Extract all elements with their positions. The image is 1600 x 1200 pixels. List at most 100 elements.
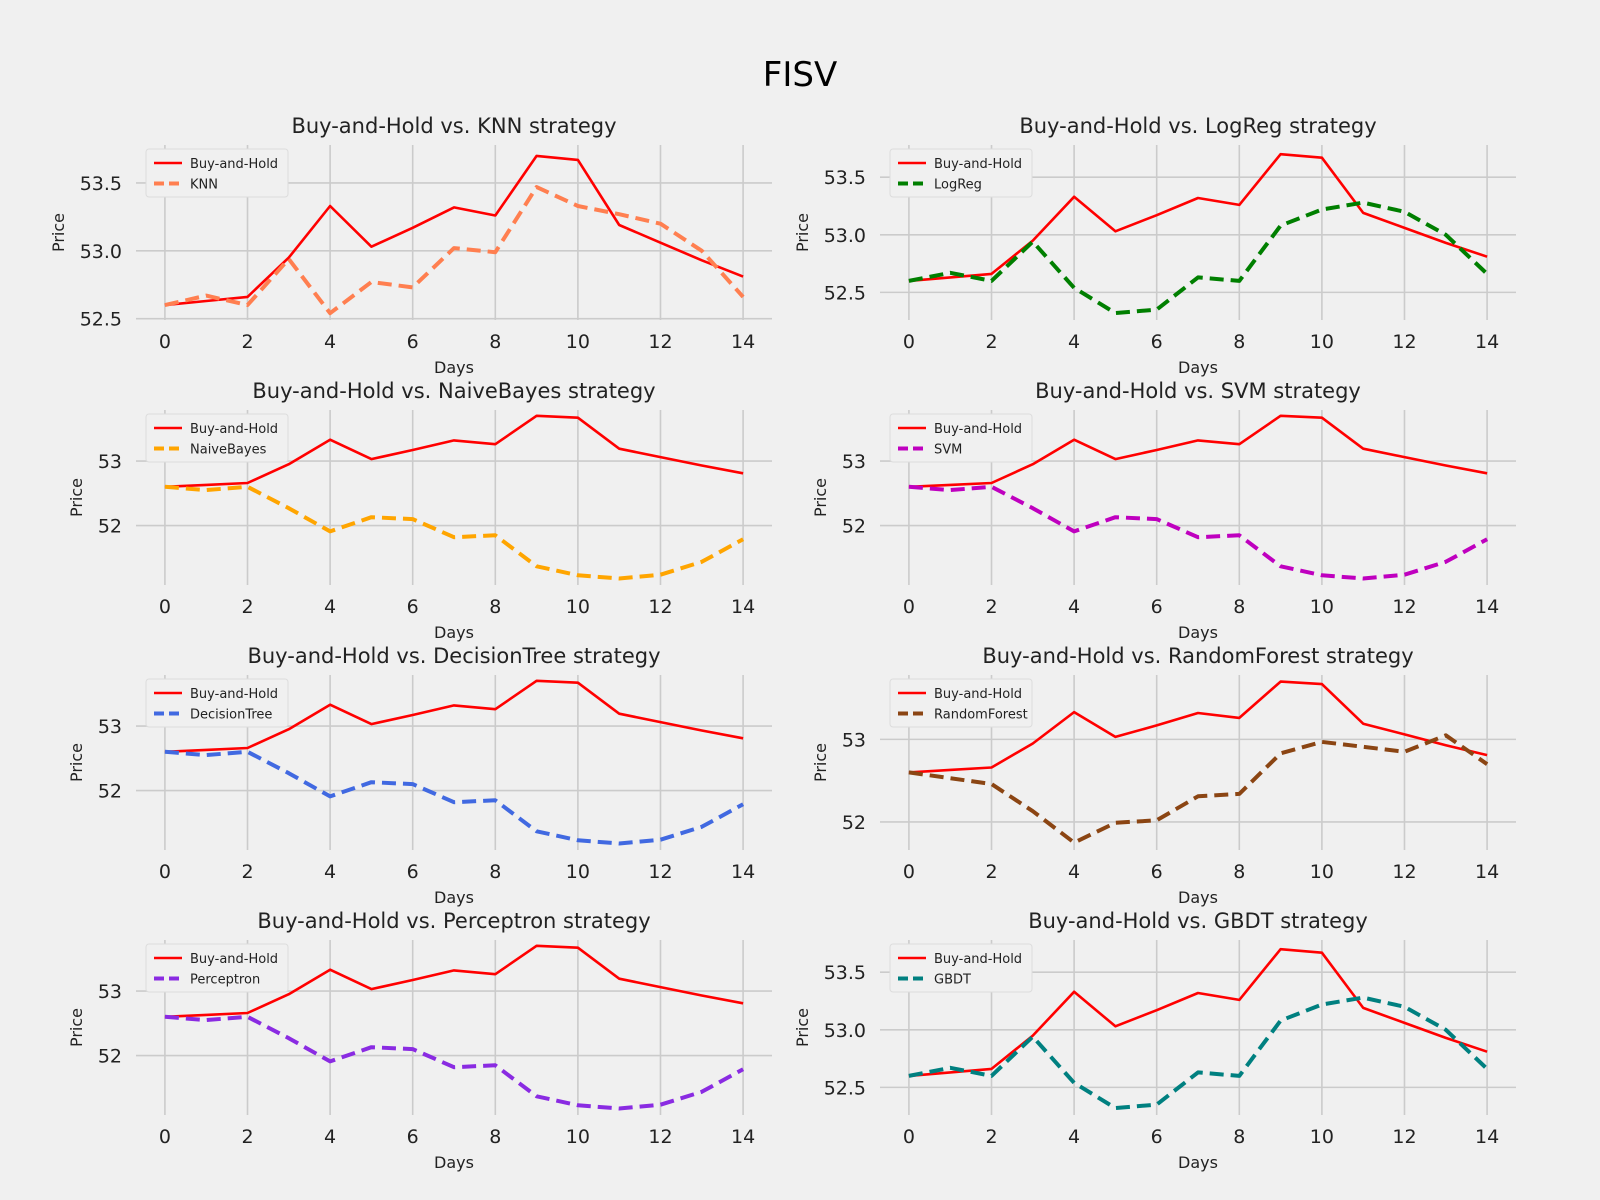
x-tick-label: 8	[489, 596, 501, 618]
x-tick-label: 14	[731, 331, 755, 353]
legend-box	[145, 413, 289, 463]
y-tick-label: 53	[98, 451, 122, 473]
series-line-svm	[908, 484, 1489, 581]
subplot-title: Buy-and-Hold vs. GBDT strategy	[1028, 909, 1368, 933]
legend: Buy-and-Hold GBDT	[889, 943, 1033, 993]
legend-label: RandomForest	[934, 708, 1028, 723]
x-tick-label: 14	[731, 861, 755, 883]
x-tick-label: 14	[731, 1126, 755, 1148]
legend-label: SVM	[934, 443, 962, 458]
series-line-perceptron	[164, 1014, 745, 1111]
y-tick-label: 53	[842, 729, 866, 751]
x-tick-label: 14	[1475, 596, 1499, 618]
subplot-grid: 0 2 4 6 8 10 12 14 52.5 53.0 53.5 Buy-and-Hold vs. …	[49, 114, 1516, 1172]
x-tick-label: 0	[159, 331, 171, 353]
x-tick-label: 4	[1068, 1126, 1080, 1148]
x-tick-label: 2	[985, 861, 997, 883]
subplot-title: Buy-and-Hold vs. RandomForest strategy	[982, 644, 1413, 668]
figure-title: FISV	[763, 55, 837, 95]
series-line-randomforest	[908, 733, 1489, 845]
legend: Buy-and-Hold Perceptron	[145, 943, 289, 993]
y-tick-label: 52.5	[824, 1077, 866, 1099]
y-axis-label: Price	[793, 1008, 812, 1047]
legend-label: LogReg	[934, 178, 982, 193]
x-tick-label: 8	[489, 331, 501, 353]
x-tick-label: 2	[985, 331, 997, 353]
y-axis-label: Price	[811, 743, 830, 782]
x-tick-label: 4	[324, 1126, 336, 1148]
x-tick-label: 6	[1151, 596, 1163, 618]
series-line-gbdt	[908, 995, 1489, 1111]
legend-box	[889, 678, 1033, 728]
x-tick-label: 12	[648, 1126, 672, 1148]
series-line-buy-and-hold	[164, 154, 744, 307]
legend-label: Buy-and-Hold	[190, 422, 278, 437]
legend-box	[145, 148, 289, 198]
series-line-naivebayes	[164, 484, 745, 581]
legend-label: GBDT	[934, 973, 971, 988]
x-axis-label: Days	[1178, 623, 1218, 642]
x-tick-label: 10	[1310, 1126, 1334, 1148]
y-tick-label: 52	[98, 516, 122, 538]
subplot-4: 0 2 4 6 8 10 12 14 52 53 Buy-and-Hold vs. SVM stra…	[811, 379, 1516, 642]
series-line-buy-and-hold	[164, 944, 744, 1019]
x-tick-label: 8	[1233, 1126, 1245, 1148]
legend-label: DecisionTree	[190, 708, 272, 723]
x-tick-label: 4	[1068, 596, 1080, 618]
x-tick-label: 4	[324, 331, 336, 353]
x-tick-label: 4	[324, 596, 336, 618]
y-tick-label: 52.5	[80, 309, 122, 331]
y-axis-label: Price	[67, 478, 86, 517]
series-line-buy-and-hold	[908, 152, 1488, 283]
y-tick-label: 53.5	[824, 962, 866, 984]
x-tick-label: 2	[241, 331, 253, 353]
y-axis-label: Price	[67, 743, 86, 782]
subplot-title: Buy-and-Hold vs. LogReg strategy	[1019, 114, 1376, 138]
x-tick-label: 8	[489, 861, 501, 883]
subplot-7: 0 2 4 6 8 10 12 14 52 53 Buy-and-Hold vs. Perceptr…	[67, 909, 772, 1172]
x-tick-label: 2	[241, 596, 253, 618]
y-tick-label: 52	[98, 1046, 122, 1068]
x-tick-label: 14	[731, 596, 755, 618]
series-line-buy-and-hold	[164, 679, 744, 754]
subplot-6: 0 2 4 6 8 10 12 14 52 53 Buy-and-Hold vs. RandomFo…	[811, 644, 1516, 907]
x-tick-label: 10	[566, 596, 590, 618]
x-tick-label: 8	[1233, 596, 1245, 618]
x-tick-label: 8	[489, 1126, 501, 1148]
x-tick-label: 12	[1392, 861, 1416, 883]
x-tick-label: 6	[1151, 1126, 1163, 1148]
series-line-buy-and-hold	[908, 680, 1488, 774]
legend-label: Buy-and-Hold	[190, 157, 278, 172]
x-tick-label: 4	[324, 861, 336, 883]
legend-label: Perceptron	[190, 973, 260, 988]
x-tick-label: 10	[566, 1126, 590, 1148]
legend-label: NaiveBayes	[190, 443, 267, 458]
x-axis-label: Days	[434, 623, 474, 642]
x-tick-label: 2	[985, 1126, 997, 1148]
y-axis-label: Price	[811, 478, 830, 517]
x-axis-label: Days	[1178, 888, 1218, 907]
x-axis-label: Days	[434, 888, 474, 907]
subplot-5: 0 2 4 6 8 10 12 14 52 53 Buy-and-Hold vs. Decision…	[67, 644, 772, 907]
x-tick-label: 10	[566, 331, 590, 353]
x-tick-label: 12	[1392, 1126, 1416, 1148]
x-axis-label: Days	[434, 1153, 474, 1172]
legend: Buy-and-Hold DecisionTree	[145, 678, 289, 728]
y-tick-label: 52	[842, 516, 866, 538]
legend: Buy-and-Hold KNN	[145, 148, 289, 198]
series-line-knn	[164, 185, 745, 316]
y-tick-label: 53	[98, 981, 122, 1003]
series-line-buy-and-hold	[164, 414, 744, 489]
x-tick-label: 2	[241, 861, 253, 883]
legend-label: Buy-and-Hold	[190, 952, 278, 967]
legend: Buy-and-Hold LogReg	[889, 148, 1033, 198]
legend-box	[145, 678, 289, 728]
x-tick-label: 12	[1392, 596, 1416, 618]
x-tick-label: 2	[985, 596, 997, 618]
x-tick-label: 12	[1392, 331, 1416, 353]
series-line-buy-and-hold	[908, 947, 1488, 1078]
x-axis-label: Days	[1178, 358, 1218, 377]
x-tick-label: 0	[903, 596, 915, 618]
x-tick-label: 14	[1475, 331, 1499, 353]
